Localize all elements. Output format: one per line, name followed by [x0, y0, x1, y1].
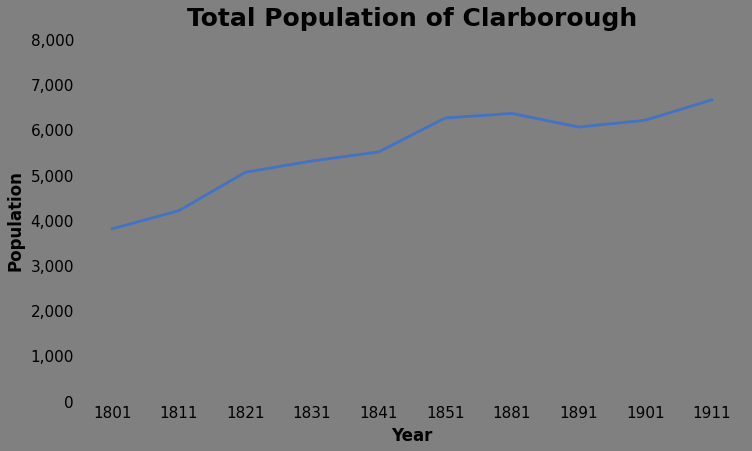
- Y-axis label: Population: Population: [7, 170, 25, 271]
- Title: Total Population of Clarborough: Total Population of Clarborough: [186, 7, 637, 31]
- X-axis label: Year: Year: [391, 426, 432, 444]
